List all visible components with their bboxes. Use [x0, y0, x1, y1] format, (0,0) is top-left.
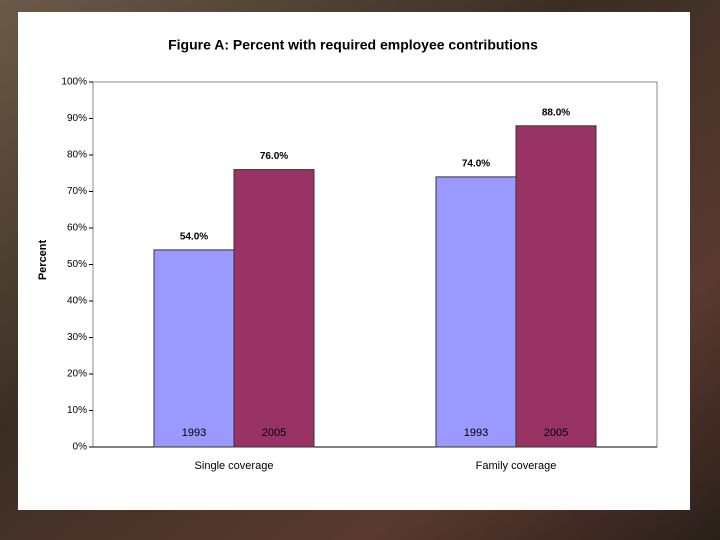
series-label: 2005	[544, 427, 568, 439]
y-tick-label: 90%	[67, 113, 87, 124]
y-tick-label: 50%	[67, 259, 87, 270]
y-tick-label: 10%	[67, 405, 87, 416]
y-tick-label: 20%	[67, 369, 87, 380]
y-tick-label: 0%	[73, 442, 88, 453]
chart-title: Figure A: Percent with required employee…	[168, 37, 538, 53]
x-tick-label: Single coverage	[195, 460, 274, 472]
series-label: 1993	[182, 427, 206, 439]
bar	[435, 176, 517, 448]
y-tick-label: 60%	[67, 223, 87, 234]
y-tick-label: 40%	[67, 296, 87, 307]
bar	[233, 169, 315, 448]
x-tick-label: Family coverage	[476, 460, 557, 472]
bar	[153, 249, 235, 448]
y-tick-label: 30%	[67, 332, 87, 343]
y-tick-label: 70%	[67, 186, 87, 197]
data-label: 74.0%	[462, 159, 490, 170]
bar	[515, 125, 597, 448]
y-axis-label: Percent	[37, 239, 49, 280]
series-label: 2005	[262, 427, 286, 439]
data-label: 88.0%	[542, 107, 570, 118]
data-label: 76.0%	[260, 151, 288, 162]
y-tick-label: 100%	[61, 77, 87, 88]
data-label: 54.0%	[180, 232, 208, 243]
series-label: 1993	[464, 427, 488, 439]
y-tick-label: 80%	[67, 150, 87, 161]
